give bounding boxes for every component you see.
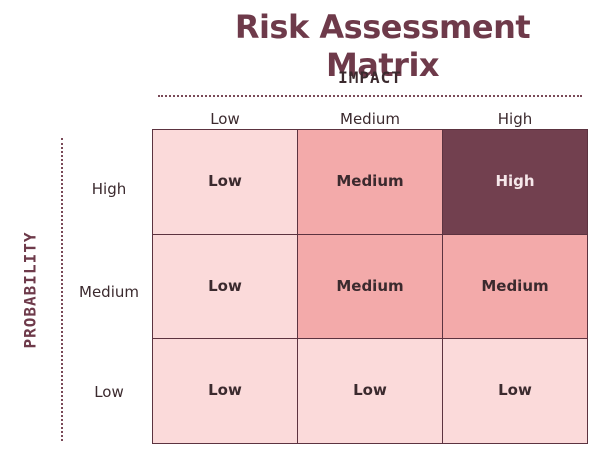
probability-row-high: High — [91, 180, 127, 198]
matrix-cell-medium-medium: Medium — [297, 234, 443, 339]
page-title: Risk Assessment Matrix — [234, 8, 531, 84]
matrix-cell-low-low: Low — [152, 338, 298, 444]
matrix-cell-low-medium: Low — [297, 338, 443, 444]
impact-dotted-rule — [158, 95, 582, 97]
matrix-cell-high-low: Low — [152, 129, 298, 235]
impact-axis-label: IMPACT — [338, 68, 402, 87]
risk-matrix-grid: Low Medium High Low Medium Medium Low Low Low — [152, 129, 588, 444]
matrix-cell-low-high: Low — [442, 338, 588, 444]
probability-axis-label: PROBABILITY — [20, 231, 40, 349]
matrix-cell-medium-low: Low — [152, 234, 298, 339]
probability-dotted-rule — [61, 138, 63, 441]
matrix-cell-medium-high: Medium — [442, 234, 588, 339]
matrix-cell-high-medium: Medium — [297, 129, 443, 235]
impact-column-medium: Medium — [340, 110, 400, 128]
impact-column-high: High — [497, 110, 533, 128]
probability-row-medium: Medium — [79, 283, 139, 301]
matrix-cell-high-high: High — [442, 129, 588, 235]
impact-column-low: Low — [210, 110, 240, 128]
probability-row-low: Low — [94, 383, 124, 401]
